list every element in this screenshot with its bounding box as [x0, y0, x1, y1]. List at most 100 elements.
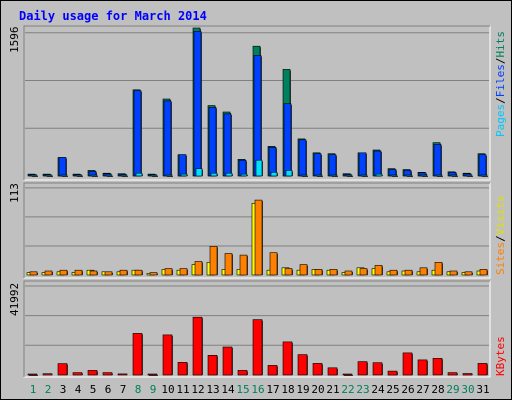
sites-bar: [404, 269, 413, 276]
day-label: 29: [446, 383, 459, 396]
legend-part: KBytes: [494, 336, 507, 376]
sites-bar: [104, 271, 113, 276]
sites-bar: [119, 269, 128, 276]
sites-bar: [149, 272, 158, 276]
day-label: 25: [386, 383, 399, 396]
day-label: 31: [476, 383, 489, 396]
files-bar: [58, 157, 67, 177]
day-label: 17: [266, 383, 279, 396]
pages-bar-shadow: [392, 176, 398, 177]
files-bar: [253, 55, 262, 177]
files-bar: [178, 154, 187, 177]
kbytes-bar: [342, 373, 353, 376]
pages-bar: [300, 174, 308, 177]
sites-bar: [44, 270, 53, 276]
panel-bot-marks: [25, 285, 489, 376]
day-label: 13: [206, 383, 219, 396]
kbytes-bar: [297, 354, 308, 376]
pages-bar: [360, 174, 368, 177]
kbytes-bar: [87, 370, 98, 376]
sites-bar: [29, 271, 38, 276]
sites-bar: [449, 270, 458, 276]
sites-bar: [389, 269, 398, 276]
day-label: 23: [356, 383, 369, 396]
legend-mid: Sites/Visits: [494, 196, 507, 276]
kbytes-bar: [447, 372, 458, 376]
pages-bar: [390, 174, 398, 177]
legend-part: Hits: [494, 31, 507, 58]
sites-bar: [464, 271, 473, 276]
pages-bar: [435, 174, 443, 177]
pages-bar: [270, 172, 278, 177]
day-label: 12: [191, 383, 204, 396]
pages-bar-shadow: [317, 176, 323, 177]
files-bar: [193, 30, 202, 177]
kbytes-bar: [462, 373, 473, 376]
day-label: 9: [150, 383, 157, 396]
pages-bar: [75, 174, 83, 177]
legend-top: Pages/Files/Hits: [494, 31, 507, 137]
day-label: 7: [120, 383, 127, 396]
day-label: 16: [251, 383, 264, 396]
day-label: 1: [30, 383, 37, 396]
pages-bar-shadow: [302, 176, 308, 177]
pages-bar-shadow: [407, 176, 413, 177]
pages-bar: [195, 168, 203, 177]
sites-bar: [74, 269, 83, 276]
sites-bar: [344, 270, 353, 276]
day-label: 22: [341, 383, 354, 396]
pages-bar: [480, 174, 488, 177]
kbytes-bar: [432, 357, 443, 376]
files-bar: [208, 107, 217, 177]
day-label: 24: [371, 383, 385, 396]
kbytes-bar: [117, 373, 128, 376]
pages-bar: [165, 174, 173, 177]
pages-bar-shadow: [107, 176, 113, 177]
day-label: 20: [311, 383, 324, 396]
sites-bar: [419, 267, 428, 276]
sites-bar: [359, 268, 368, 276]
pages-bar: [60, 174, 68, 177]
legend-bot: KBytes: [494, 336, 507, 376]
files-bar: [358, 152, 367, 177]
pages-bar-shadow: [452, 176, 458, 177]
day-label: 10: [161, 383, 174, 396]
day-label: 5: [90, 383, 97, 396]
files-bar: [313, 153, 322, 177]
kbytes-bar: [27, 373, 38, 376]
day-label: 19: [296, 383, 309, 396]
files-bar: [163, 100, 172, 177]
pages-bar: [450, 174, 458, 177]
pages-bar-shadow: [92, 176, 98, 177]
pages-bar: [330, 174, 338, 177]
chart-title: Daily usage for March 2014: [19, 9, 207, 23]
pages-bar-shadow: [152, 176, 158, 177]
kbytes-bar: [477, 363, 488, 376]
ymax-top: 1596: [8, 27, 21, 54]
x-axis-labels: 1 2 3 4 5 6 7 8 9 10 11 12 13 14 15 16 17 18 19 20 21 22 23 24 2…: [30, 383, 490, 396]
day-label: 27: [416, 383, 429, 396]
panel-kbytes: 41992: [8, 280, 491, 378]
sites-bar: [284, 268, 293, 276]
kbytes-bar: [132, 333, 143, 376]
kbytes-bar: [222, 346, 233, 376]
kbytes-bar: [267, 365, 278, 376]
sites-bar: [329, 269, 338, 276]
day-label: 28: [431, 383, 444, 396]
files-bar: [283, 103, 292, 177]
kbytes-bar: [237, 370, 248, 376]
files-bar: [478, 154, 487, 177]
pages-bar-shadow: [32, 176, 38, 177]
pages-bar: [345, 174, 353, 177]
pages-bar-shadow: [422, 176, 428, 177]
panel-mid-shadow: [23, 182, 490, 278]
sites-bar: [134, 269, 143, 276]
sites-bar: [374, 265, 383, 276]
kbytes-bar: [402, 352, 413, 376]
pages-bar: [210, 172, 218, 177]
sites-bar: [209, 246, 218, 276]
legend-part: Sites: [494, 242, 507, 275]
legend-part: Files: [494, 64, 507, 97]
sites-bar: [194, 261, 203, 276]
pages-bar: [420, 174, 428, 177]
